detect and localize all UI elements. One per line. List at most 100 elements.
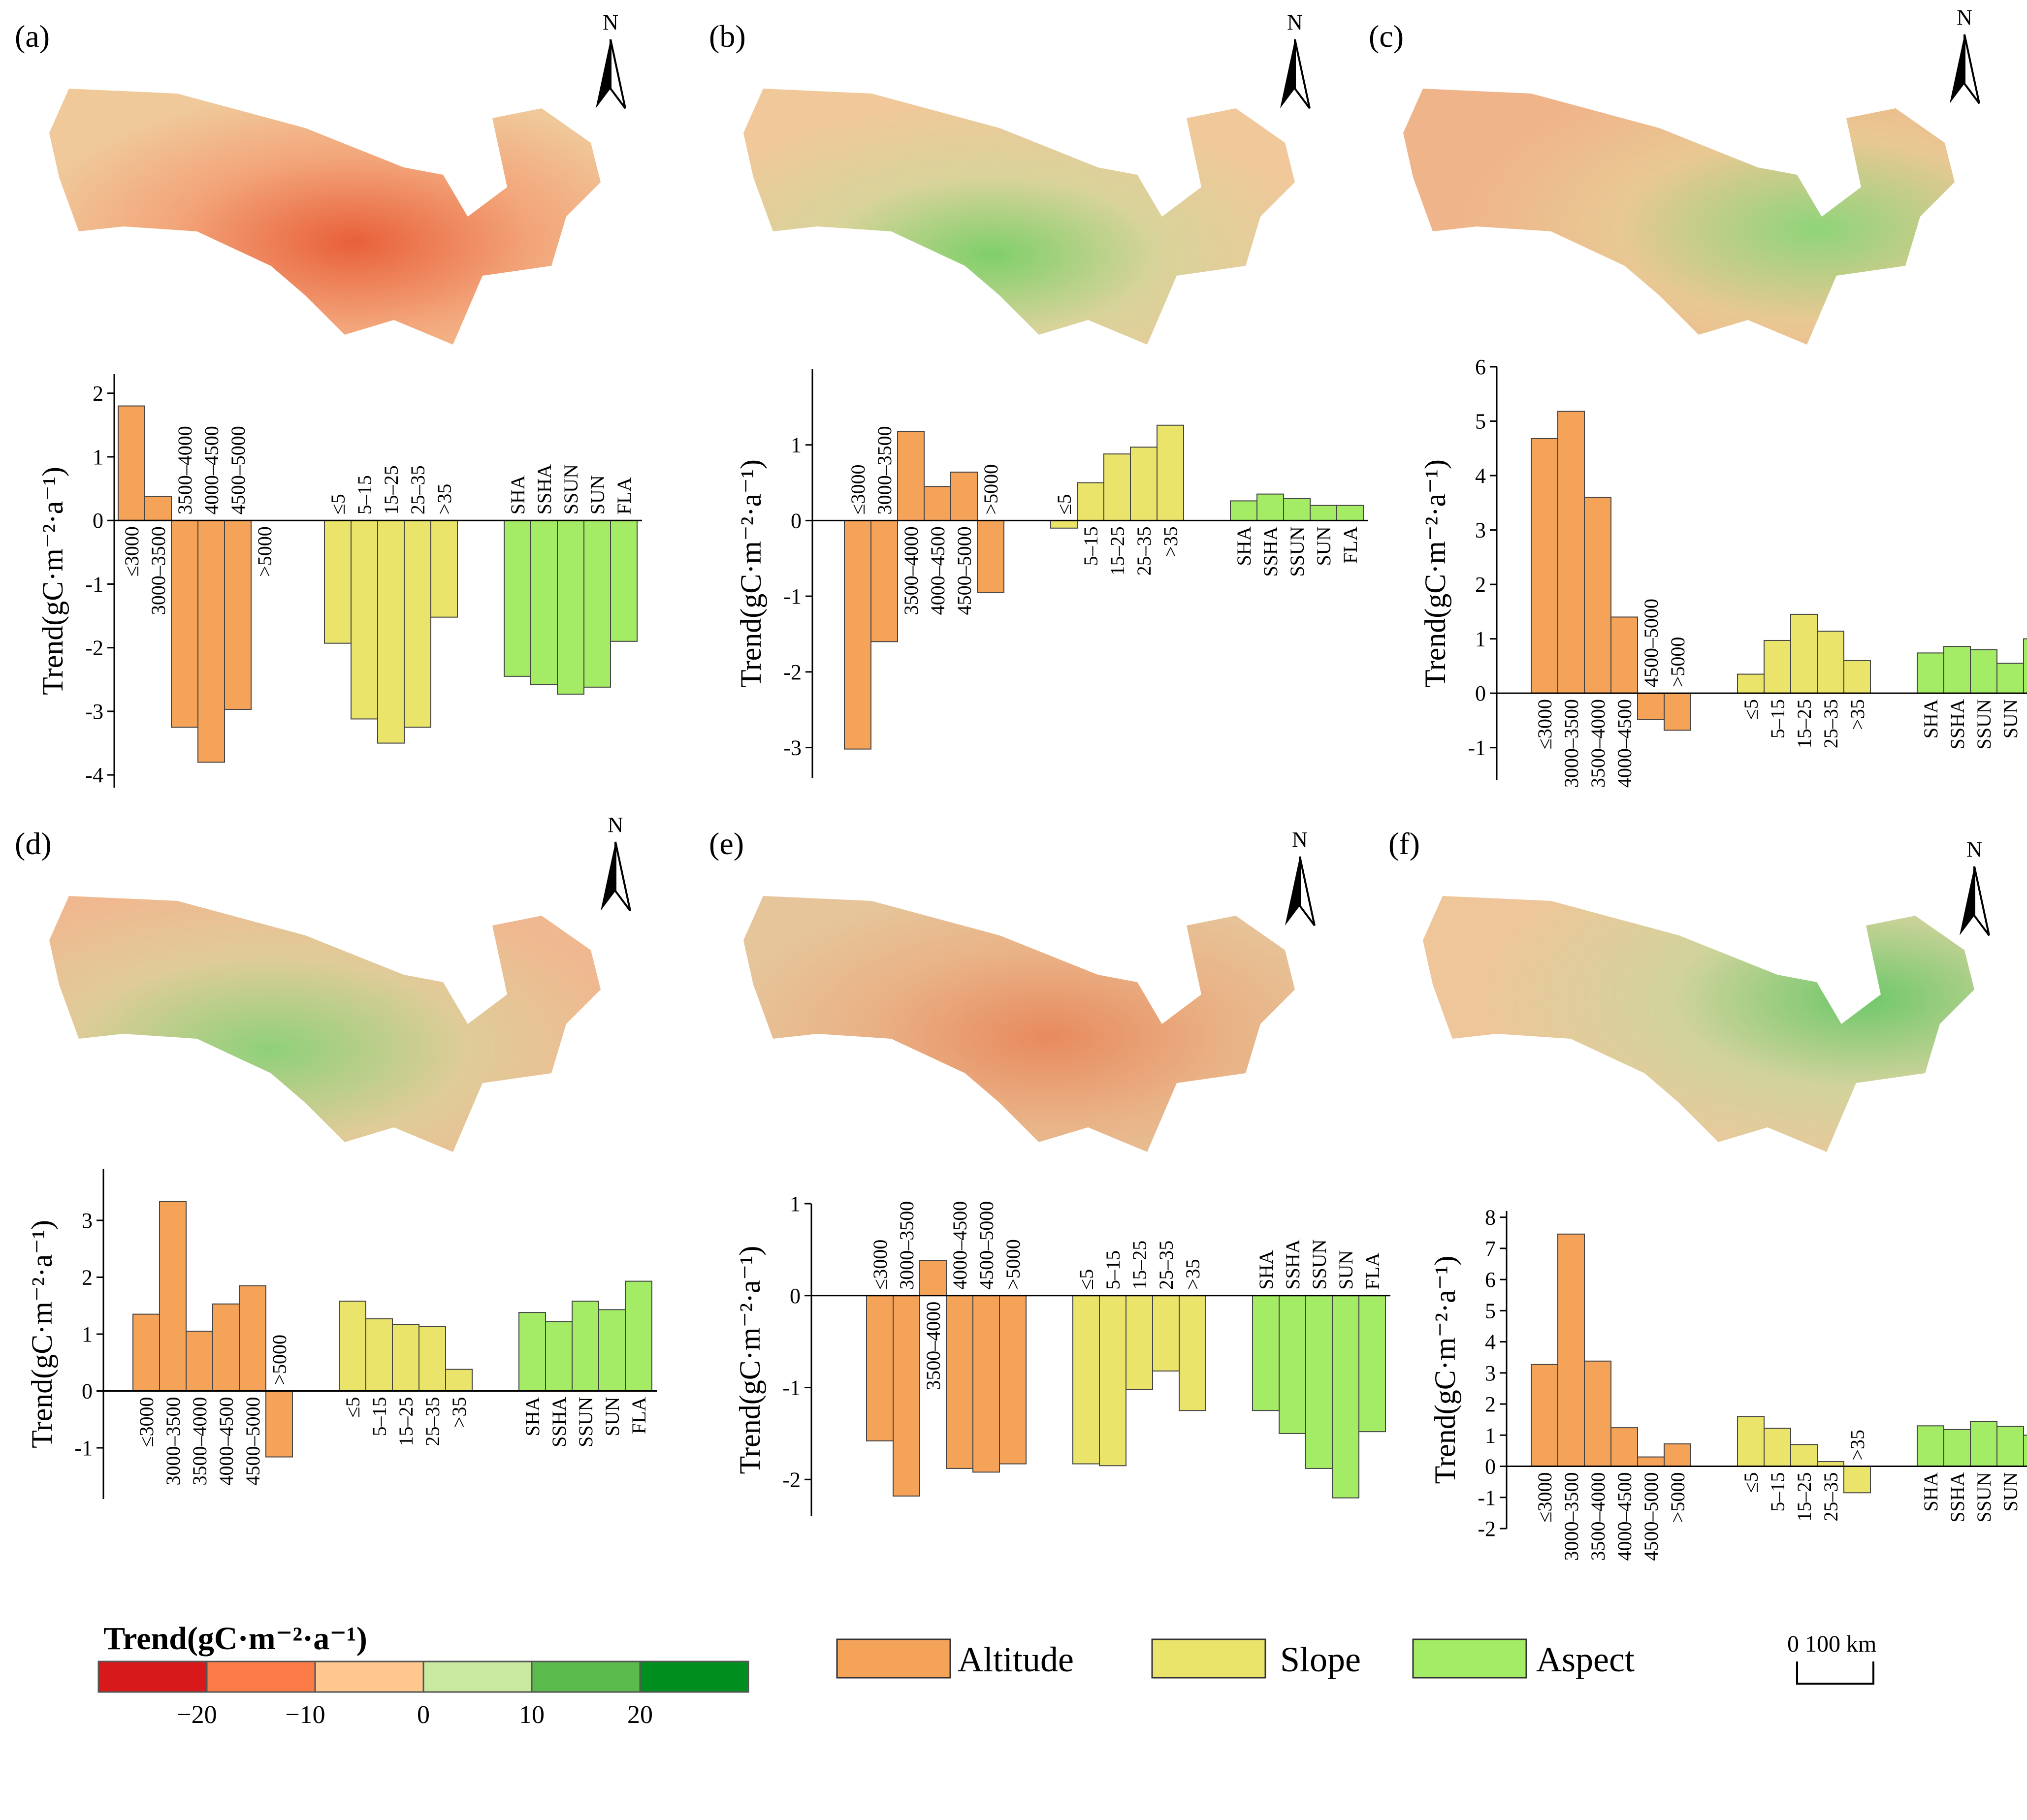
north-label: N	[1292, 828, 1308, 852]
bar-aspect	[1358, 1295, 1386, 1433]
y-tick-label: 0	[790, 1284, 801, 1308]
bar-altitude	[1557, 411, 1585, 694]
category-label: SUN	[586, 475, 609, 514]
panel-d-bar-chart: -1 0 1 2 3 Trend(gC·m⁻²·a⁻¹) ≤3000 3000–3500 350…	[26, 1169, 657, 1499]
panel-f-map: (f)	[1388, 826, 1974, 1152]
bar-aspect	[1279, 1295, 1306, 1434]
y-tick-label: -1	[782, 1376, 801, 1400]
y-tick-label: -1	[1468, 736, 1486, 760]
panel-e-bar-chart: -2 -1 0 1 Trend(gC·m⁻²·a⁻¹) ≤3000 3000–3500350…	[734, 1192, 1390, 1516]
category-label: 4500–5000	[242, 1397, 264, 1486]
panel-f-label: (f)	[1388, 826, 1420, 861]
category-label: SHA	[1233, 526, 1255, 566]
panel-b-bar-chart: -3 -2 -1 0 1 Trend(gC·m⁻²·a⁻¹) ≤3000 3000–35003…	[735, 369, 1368, 778]
y-tick-label: 3	[1485, 1361, 1496, 1385]
north-arrow-a: N	[596, 10, 626, 109]
y-tick-label: 3	[82, 1209, 93, 1233]
y-tick-label: 1	[1485, 1423, 1496, 1447]
category-label: 15–25	[1106, 526, 1128, 575]
colorbar-swatch-2	[206, 1660, 316, 1693]
bar-aspect	[1332, 1295, 1359, 1499]
legend-swatch-slope	[1151, 1638, 1266, 1679]
category-label: 5–15	[1767, 699, 1789, 738]
north-arrow-e: N	[1285, 828, 1316, 926]
bar-altitude	[224, 520, 252, 710]
category-label: SSUN	[575, 1397, 597, 1447]
north-arrow-icon	[1960, 866, 1974, 935]
y-tick-label: 5	[1475, 410, 1486, 434]
y-tick-label: -1	[1478, 1486, 1496, 1510]
bar-altitude	[239, 1285, 266, 1392]
y-axis-title: Trend(gC·m⁻²·a⁻¹)	[1419, 459, 1451, 688]
colorbar-swatch-5	[531, 1660, 641, 1693]
colorbar-swatch-1	[97, 1660, 208, 1693]
bar-altitude	[132, 1313, 160, 1392]
category-label: 15–25	[1793, 1472, 1815, 1522]
bar-altitude	[897, 431, 925, 521]
bar-slope	[1790, 613, 1818, 694]
category-label: 25–35	[1820, 1472, 1842, 1522]
category-label: 25–35	[421, 1397, 444, 1446]
bar-aspect	[1310, 505, 1337, 521]
bar-altitude	[1610, 1427, 1638, 1467]
category-label: 25–35	[1820, 699, 1842, 748]
category-label: 3000–3500	[147, 526, 169, 615]
category-label: SUN	[1999, 699, 2022, 738]
bar-altitude	[1637, 693, 1665, 720]
north-label: N	[608, 813, 623, 837]
category-label: SHA	[507, 475, 529, 514]
category-label: >35	[1182, 1259, 1204, 1290]
category-label: SUN	[601, 1397, 623, 1437]
colorbar-swatch-4	[422, 1660, 533, 1693]
category-label: 3500–4000	[922, 1302, 944, 1390]
bar-altitude	[893, 1295, 920, 1497]
category-label: SUN	[1999, 1472, 2022, 1512]
bar-slope	[1843, 1466, 1871, 1494]
category-label: 25–35	[1155, 1241, 1177, 1290]
y-tick-label: 4	[1475, 464, 1486, 488]
category-label: 4000–4500	[200, 426, 223, 514]
y-axis-title: Trend(gC·m⁻²·a⁻¹)	[734, 1246, 766, 1474]
panel-b-label: (b)	[709, 19, 746, 54]
y-tick-label: -3	[783, 736, 802, 760]
bar-aspect	[1970, 1421, 1997, 1467]
category-label: ≤3000	[121, 526, 143, 576]
category-label: 4500–5000	[1640, 1472, 1662, 1561]
region-map-a	[49, 89, 601, 345]
colorbar-tick: 10	[519, 1701, 545, 1729]
category-label: ≤5	[327, 494, 349, 514]
category-label: >35	[1846, 1430, 1868, 1461]
category-label: 4500–5000	[227, 426, 249, 514]
bar-altitude	[999, 1295, 1027, 1465]
category-label: 5–15	[1080, 526, 1102, 566]
category-label: ≤3000	[1534, 699, 1556, 749]
colorbar-legend: Trend(gC·m⁻²·a⁻¹) −20 −10 0 10 20	[97, 1621, 749, 1729]
bar-aspect	[1970, 649, 1997, 694]
legend-label-slope: Slope	[1280, 1640, 1361, 1679]
north-arrow-b: N	[1280, 10, 1311, 109]
category-label: FLA	[628, 1397, 650, 1434]
bar-altitude	[844, 520, 871, 750]
bar-slope	[1790, 1444, 1818, 1467]
category-label: FLA	[2026, 1472, 2027, 1509]
bar-slope	[1843, 660, 1871, 694]
bar-aspect	[2023, 638, 2027, 694]
category-label: >5000	[254, 526, 276, 577]
category-label: SHA	[1920, 699, 1942, 738]
category-label: 4500–5000	[953, 526, 975, 615]
bar-aspect	[1917, 652, 1944, 694]
y-tick-label: 1	[93, 445, 103, 469]
bar-altitude	[919, 1260, 947, 1296]
panel-c-label: (c)	[1369, 19, 1404, 54]
bar-altitude	[186, 1331, 213, 1392]
region-map-c	[1403, 89, 1955, 345]
bar-altitude	[950, 472, 978, 521]
category-label: >35	[1846, 699, 1868, 730]
north-arrow-icon	[1950, 34, 1964, 103]
category-label: SSUN	[1973, 1472, 1995, 1523]
bar-altitude	[924, 486, 951, 521]
category-label: 4500–5000	[975, 1201, 997, 1290]
category-label: 3000–3500	[162, 1397, 184, 1486]
category-label: 3000–3500	[1560, 1472, 1582, 1561]
bar-altitude	[870, 520, 898, 642]
